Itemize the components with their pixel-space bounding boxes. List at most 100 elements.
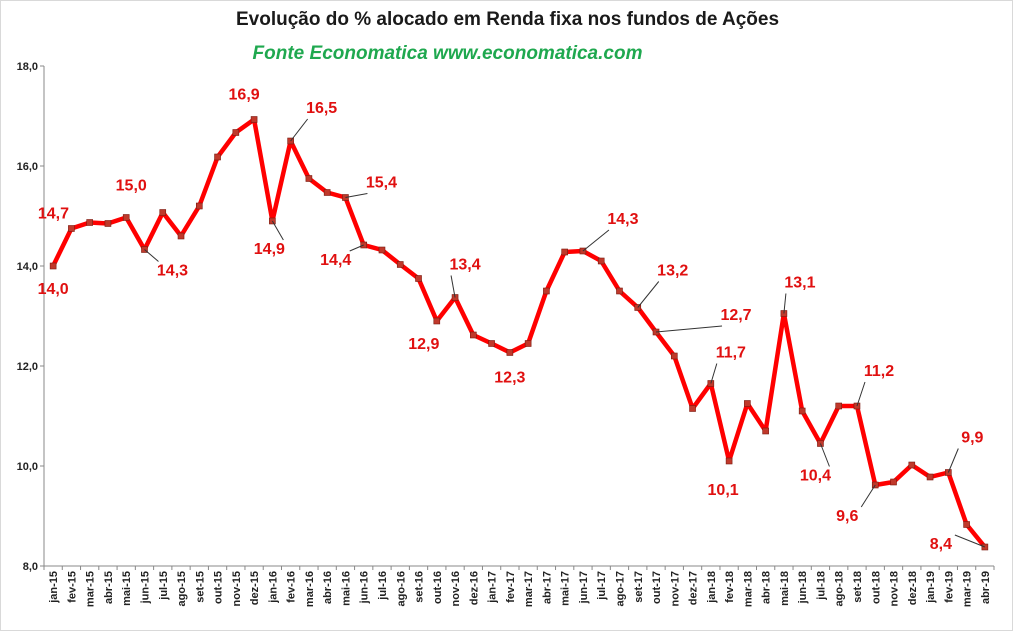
data-labels-group: 14,0 14,7 15,0 14,3 16,9 14,9 16,5 15,4 14,4 12,9… <box>38 87 986 553</box>
data-label: 16,9 <box>229 87 260 104</box>
y-tick-label: 18,0 <box>17 61 38 73</box>
data-label-leader-line <box>450 275 456 298</box>
data-label-leader-line <box>637 281 660 308</box>
data-point <box>744 400 751 407</box>
x-tick-label: fev-17 <box>505 571 517 603</box>
x-tick-label: dez-15 <box>249 571 261 605</box>
data-point <box>543 287 550 295</box>
x-tick-label: set-16 <box>414 571 426 603</box>
data-point <box>122 214 130 221</box>
x-tick-label: set-17 <box>633 571 645 603</box>
x-tick-label: dez-18 <box>907 571 919 605</box>
data-label: 12,9 <box>408 336 439 353</box>
series-line <box>50 117 988 550</box>
data-label: 10,1 <box>708 482 739 499</box>
x-tick-label: mar-16 <box>304 571 316 607</box>
data-point <box>670 352 678 360</box>
x-tick-label: mar-19 <box>962 571 974 607</box>
data-label-leader-line <box>349 244 364 252</box>
data-point <box>506 349 514 356</box>
x-tick-label: jan-17 <box>487 571 499 604</box>
data-label: 12,7 <box>720 307 751 324</box>
data-label: 10,4 <box>800 468 831 485</box>
x-tick-label: jan-19 <box>925 571 937 604</box>
x-tick-label: mar-18 <box>742 571 754 607</box>
x-tick-label: ago-15 <box>176 571 188 606</box>
chart-title: Evolução do % alocado em Renda fixa nos … <box>235 9 780 30</box>
data-label: 13,4 <box>449 257 480 274</box>
chart-axes <box>43 66 994 567</box>
data-point <box>616 287 623 295</box>
x-tick-label: fev-15 <box>66 571 78 603</box>
data-label-leader-line <box>860 484 876 508</box>
data-label-leader-line <box>290 118 309 142</box>
x-tick-label: set-18 <box>852 571 864 603</box>
x-axis-ticks: jan-15 fev-15 mar-15 abr-15 mai-15 jun-15 jul-… <box>43 566 995 607</box>
data-label: 14,0 <box>38 281 69 298</box>
y-axis-ticks: 8,0 10,0 12,0 14,0 16,0 18,0 <box>17 61 44 573</box>
data-point <box>561 248 568 256</box>
data-label: 15,0 <box>116 178 147 195</box>
data-label: 11,7 <box>716 345 746 362</box>
data-label-leader-line <box>856 381 866 407</box>
data-point <box>195 202 203 210</box>
x-tick-label: out-15 <box>213 571 225 604</box>
x-tick-label: out-17 <box>651 571 663 604</box>
y-tick-label: 10,0 <box>17 461 38 473</box>
data-label: 11,2 <box>864 363 894 380</box>
x-tick-label: nov-15 <box>231 571 243 606</box>
data-point <box>488 340 495 347</box>
data-point <box>323 189 331 196</box>
x-tick-label: jul-17 <box>596 571 608 601</box>
x-tick-label: jan-16 <box>267 571 279 604</box>
data-point <box>890 478 897 486</box>
data-label-leader-line <box>710 363 718 384</box>
data-label: 13,1 <box>784 275 815 292</box>
x-tick-label: abr-18 <box>761 571 773 604</box>
x-tick-label: fev-19 <box>943 571 955 603</box>
x-tick-label: out-18 <box>870 571 882 604</box>
x-tick-label: jun-18 <box>797 571 809 604</box>
data-point <box>725 457 733 465</box>
x-tick-label: jun-16 <box>359 571 371 604</box>
x-tick-label: abr-15 <box>103 571 115 604</box>
data-label: 14,9 <box>254 241 285 258</box>
data-point <box>104 220 112 227</box>
data-point <box>305 175 313 182</box>
x-tick-label: nov-18 <box>889 571 901 606</box>
x-tick-label: fev-18 <box>724 571 736 603</box>
x-tick-label: mar-17 <box>523 571 535 607</box>
y-tick-label: 16,0 <box>17 161 38 173</box>
x-tick-label: abr-17 <box>541 571 553 604</box>
x-tick-label: mai-15 <box>121 571 133 606</box>
x-tick-label: jul-16 <box>377 571 389 601</box>
data-point <box>250 116 258 123</box>
data-label-leader-line <box>947 448 959 473</box>
data-label-leader-line <box>954 534 986 548</box>
data-point <box>689 405 696 412</box>
data-point <box>597 257 605 265</box>
data-point <box>926 473 934 481</box>
x-tick-label: jan-15 <box>48 571 60 604</box>
data-point <box>835 402 843 410</box>
data-label-leader-line <box>783 293 787 314</box>
x-tick-label: jun-15 <box>139 571 151 604</box>
x-tick-label: out-16 <box>432 571 444 604</box>
x-tick-label: jun-17 <box>578 571 590 604</box>
data-label: 14,3 <box>157 263 188 280</box>
data-point <box>378 246 386 254</box>
data-point <box>433 317 441 325</box>
data-label-leader-line <box>655 325 723 333</box>
x-tick-label: ago-18 <box>834 571 846 606</box>
data-point <box>232 129 240 136</box>
x-tick-label: mai-16 <box>340 571 352 606</box>
data-point <box>908 461 916 469</box>
data-label: 9,6 <box>836 508 858 525</box>
data-label: 8,4 <box>930 536 952 553</box>
data-label-leader-line <box>144 249 159 262</box>
x-tick-label: mar-15 <box>85 571 97 607</box>
x-tick-label: fev-16 <box>286 571 298 603</box>
x-tick-label: ago-16 <box>395 571 407 606</box>
